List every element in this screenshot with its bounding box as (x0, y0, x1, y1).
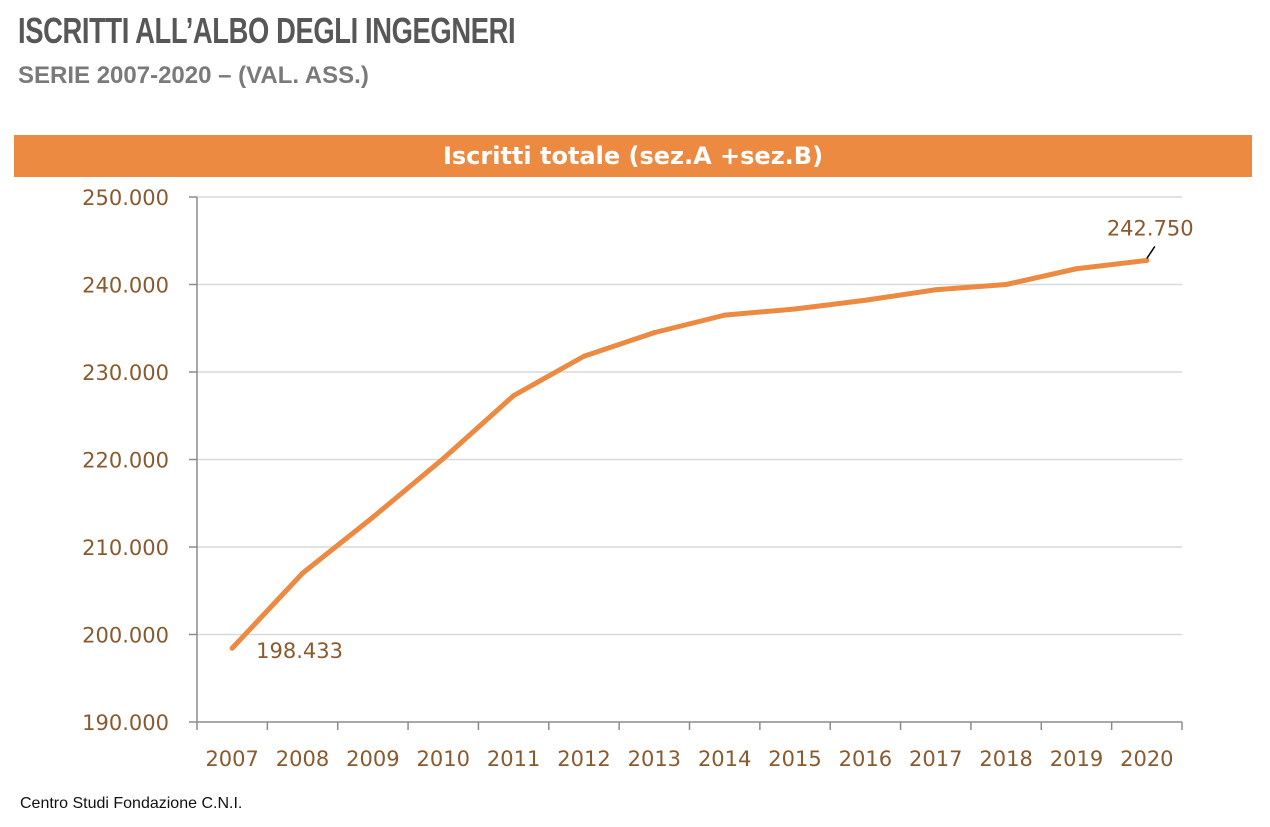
data-point (1003, 282, 1009, 287)
y-tick-labels: 190.000 200.000 210.000 220.000 230.000 240.0… (82, 186, 169, 735)
x-tick-label: 2011 (487, 747, 540, 771)
x-tick-label: 2013 (628, 747, 681, 771)
data-point (1073, 266, 1079, 272)
data-point (722, 312, 728, 318)
y-tick-label: 200.000 (82, 624, 169, 648)
data-point (229, 645, 235, 651)
data-point (581, 353, 587, 359)
data-label: 198.433 (256, 639, 343, 663)
x-tick-label: 2018 (979, 747, 1032, 771)
data-point (370, 514, 376, 520)
x-tick-label: 2017 (909, 747, 962, 771)
page-subtitle: SERIE 2007-2020 – (VAL. ASS.) (18, 62, 369, 89)
label-leader-line (1146, 246, 1156, 259)
data-point (1144, 257, 1150, 263)
x-tick-label: 2008 (276, 747, 329, 771)
y-tick-label: 230.000 (82, 361, 169, 385)
x-tick-label: 2020 (1120, 747, 1173, 771)
data-point (792, 306, 798, 312)
chart-title: Iscritti totale (sez.A +sez.B) (14, 135, 1252, 177)
y-tick-label: 190.000 (82, 711, 169, 735)
series-line (229, 257, 1150, 651)
source-note: Centro Studi Fondazione C.N.I. (20, 795, 243, 812)
x-tick-label: 2007 (205, 747, 258, 771)
axes (189, 196, 1183, 730)
x-tick-labels: 2007 2008 2009 2010 2011 2012 2013 2014 2015 2016… (205, 747, 1173, 771)
x-tick-label: 2012 (557, 747, 610, 771)
y-tick-label: 210.000 (82, 536, 169, 560)
x-tick-label: 2014 (698, 747, 751, 771)
x-tick-label: 2015 (768, 747, 821, 771)
y-tick-label: 240.000 (82, 274, 169, 298)
data-point (651, 330, 657, 336)
data-point (511, 393, 517, 399)
data-label: 242.750 (1107, 216, 1194, 240)
data-point (862, 297, 868, 303)
data-point (933, 287, 939, 293)
data-point (300, 570, 306, 576)
x-tick-label: 2009 (346, 747, 399, 771)
grid-lines (197, 196, 1182, 636)
series (229, 257, 1150, 651)
data-labels: 198.433 242.750 (256, 216, 1193, 663)
x-tick-label: 2019 (1050, 747, 1103, 771)
data-point (440, 456, 446, 462)
x-tick-label: 2016 (839, 747, 892, 771)
y-tick-label: 220.000 (82, 449, 169, 473)
x-tick-label: 2010 (417, 747, 470, 771)
page-title: ISCRITTI ALL’ALBO DEGLI INGEGNERI (18, 10, 516, 51)
y-tick-label: 250.000 (82, 186, 169, 210)
